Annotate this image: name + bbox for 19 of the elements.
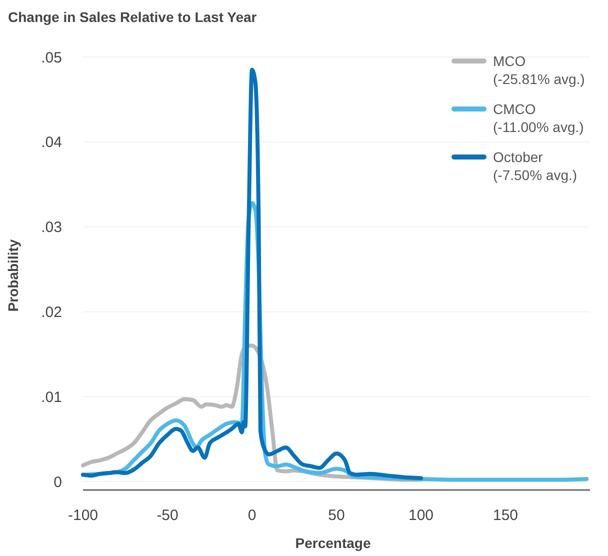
legend-label: MCO (-25.81% avg.)	[493, 52, 585, 88]
x-axis-title: Percentage	[295, 535, 371, 551]
x-tick-label: 150	[492, 507, 518, 524]
y-tick-label: .04	[41, 134, 62, 152]
legend-label: CMCO (-11.00% avg.)	[493, 100, 584, 136]
legend-label: October (-7.50% avg.)	[493, 148, 578, 184]
x-tick-label: 100	[408, 507, 434, 524]
y-tick-label: .03	[41, 219, 62, 236]
y-tick-label: .02	[41, 304, 62, 321]
y-tick-label: .01	[41, 388, 62, 406]
y-tick-label: .05	[41, 49, 62, 66]
x-tick-label: 50	[328, 507, 345, 524]
x-tick-label: 0	[248, 507, 256, 524]
line-series	[81, 68, 423, 480]
x-tick-label: -100	[68, 507, 98, 524]
y-axis-title: Probability	[5, 239, 21, 312]
chart-title: Change in Sales Relative to Last Year	[8, 9, 258, 25]
y-tick-label: 0	[54, 474, 62, 491]
x-tick-label: -50	[156, 507, 178, 524]
